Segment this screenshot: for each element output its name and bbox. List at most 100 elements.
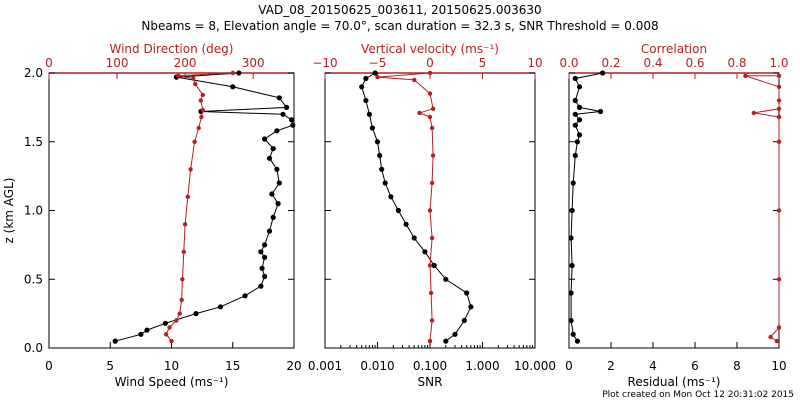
series-wind-speed-point (138, 331, 144, 337)
series-residual-point (600, 70, 606, 76)
series-residual-point (572, 97, 578, 104)
top-axis-label: Correlation (641, 42, 707, 56)
series-snr-point (388, 194, 394, 200)
series-wind-speed-point (266, 228, 273, 234)
x-axis-label: Residual (ms⁻¹) (628, 375, 721, 389)
series-residual-point (576, 84, 583, 90)
series-correlation-point (776, 139, 782, 144)
series-residual-point (572, 75, 578, 82)
series-residual-point (576, 132, 583, 138)
series-wind-speed-point (262, 136, 268, 142)
series-residual-point (572, 152, 578, 159)
x-tick-label: 10 (771, 359, 786, 373)
series-residual-point (572, 122, 578, 128)
series-wind-direction-point (200, 92, 205, 98)
series-correlation-point (751, 110, 756, 116)
x-tick-label: 0.001 (308, 359, 342, 373)
top-tick-label: 0 (426, 56, 434, 70)
series-wind-speed-point (270, 146, 276, 152)
top-tick-label: −5 (369, 56, 387, 70)
series-wind-direction-point (169, 338, 174, 344)
series-wind-speed-point (144, 327, 150, 333)
series-wind-speed-point (230, 84, 236, 90)
x-tick-label: 15 (225, 359, 240, 373)
series-residual-point (570, 180, 576, 186)
top-tick-label: 0.2 (601, 56, 620, 70)
top-tick-label: −10 (312, 56, 337, 70)
panel-wind-frame (48, 72, 295, 349)
top-tick-label: 5 (479, 56, 487, 70)
top-tick-label: 0.6 (685, 56, 704, 70)
series-snr-point (377, 152, 383, 159)
series-snr-point (411, 235, 417, 241)
y-axis-label: z (km AGL) (2, 178, 16, 244)
top-tick-label: 200 (174, 56, 197, 70)
series-correlation-point (776, 114, 782, 120)
series-wind-direction-point (177, 311, 182, 316)
series-wind-speed-point (274, 128, 280, 134)
y-tick-label: 1.0 (24, 204, 43, 218)
series-vertical-velocity-point (429, 180, 435, 186)
series-wind-direction-point (200, 107, 205, 113)
series-vertical-velocity-point (427, 263, 433, 268)
series-vertical-velocity-point (429, 235, 435, 241)
top-tick-label: 1.0 (769, 56, 788, 70)
series-snr-point (359, 84, 365, 90)
y-tick-label: 0.0 (24, 341, 43, 355)
series-snr-point (379, 166, 385, 172)
series-correlation-point (776, 84, 782, 90)
series-wind-direction-point (230, 70, 235, 76)
y-tick-label: 2.0 (24, 66, 43, 80)
series-wind-speed-point (259, 265, 265, 271)
series-correlation-point (776, 106, 782, 112)
series-residual-point (597, 108, 604, 115)
series-vertical-velocity-point (375, 74, 380, 80)
series-wind-direction-point (198, 98, 203, 103)
series-residual-point (568, 317, 574, 324)
series-snr-point (468, 304, 474, 310)
x-tick-label: 2 (607, 359, 615, 373)
series-residual-point (570, 331, 576, 337)
x-tick-label: 20 (286, 359, 301, 373)
series-residual-point (569, 262, 575, 269)
top-tick-label: 0.8 (727, 56, 746, 70)
series-wind-speed-point (276, 95, 282, 101)
series-wind-direction-point (179, 297, 184, 303)
x-tick-label: 0 (565, 359, 573, 373)
series-vertical-velocity-point (417, 110, 422, 116)
series-vertical-velocity-point (430, 153, 436, 158)
series-wind-speed-point (262, 242, 268, 248)
series-snr-line (361, 72, 472, 342)
series-residual-point (572, 111, 578, 117)
series-wind-speed-point (262, 254, 268, 260)
series-wind-speed-point (275, 201, 281, 207)
series-wind-direction-point (176, 73, 181, 79)
series-wind-speed-point (258, 249, 264, 255)
series-vertical-velocity-point (429, 318, 435, 323)
series-wind-speed-point (290, 122, 296, 128)
series-correlation-point (776, 208, 782, 213)
top-tick-label: 10 (527, 56, 542, 70)
series-snr-point (422, 249, 428, 255)
series-residual-point (569, 207, 575, 214)
top-tick-label: 100 (106, 56, 129, 70)
series-vertical-velocity-point (427, 208, 433, 213)
series-vertical-velocity-point (427, 114, 433, 120)
y-tick-label: 0.5 (24, 272, 43, 286)
series-correlation-point (776, 325, 782, 330)
x-tick-label: 1.000 (465, 359, 499, 373)
footer-timestamp: Plot created on Mon Oct 12 20:31:02 2015 (602, 390, 794, 400)
series-correlation-point (776, 98, 782, 103)
x-tick-label: 10 (164, 359, 179, 373)
series-wind-speed-point (193, 311, 199, 317)
top-tick-label: 0 (45, 56, 53, 70)
y-tick-label: 1.5 (24, 135, 43, 149)
series-snr-point (374, 139, 381, 145)
series-correlation-point (776, 277, 782, 282)
series-wind-direction-point (181, 249, 186, 254)
x-tick-label: 8 (733, 359, 741, 373)
series-residual-point (568, 290, 574, 296)
series-snr-point (403, 221, 409, 227)
series-vertical-velocity-point (427, 91, 433, 96)
series-vertical-velocity-point (412, 77, 417, 83)
